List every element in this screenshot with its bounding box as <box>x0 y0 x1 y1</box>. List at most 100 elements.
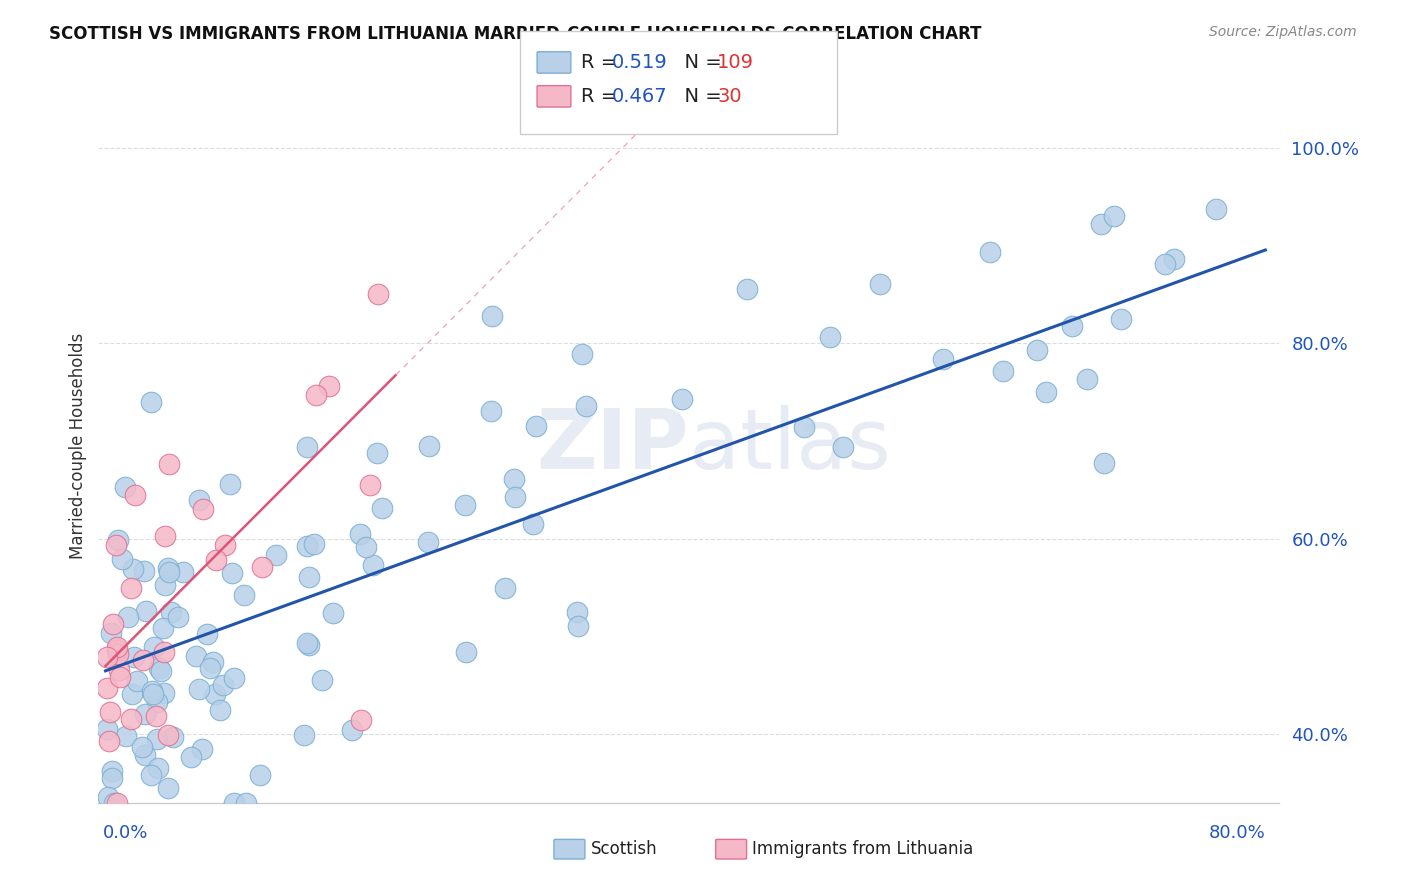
Point <box>157 565 180 579</box>
Point <box>1154 257 1177 271</box>
Point <box>418 439 440 453</box>
Point <box>134 748 156 763</box>
Point <box>567 605 589 619</box>
Point <box>1090 217 1112 231</box>
Y-axis label: Married-couple Households: Married-couple Households <box>69 333 87 559</box>
Point <box>298 638 321 652</box>
Point <box>107 663 129 677</box>
Text: R =: R = <box>581 53 623 72</box>
Text: N =: N = <box>672 53 728 72</box>
Point <box>567 618 589 632</box>
Point <box>356 540 378 554</box>
Point <box>135 604 157 618</box>
Point <box>153 645 176 659</box>
Text: Immigrants from Lithuania: Immigrants from Lithuania <box>752 840 973 858</box>
Point <box>100 705 122 719</box>
Point <box>494 581 516 595</box>
Point <box>979 245 1001 260</box>
Point <box>1109 311 1132 326</box>
Point <box>114 479 136 493</box>
Point <box>149 664 172 678</box>
Point <box>305 388 328 402</box>
Point <box>186 649 208 664</box>
Point <box>105 642 128 657</box>
Point <box>575 399 598 413</box>
Point <box>105 796 128 810</box>
Point <box>350 713 373 727</box>
Point <box>101 764 124 779</box>
Point <box>107 533 129 548</box>
Point <box>124 650 146 665</box>
Point <box>104 537 127 551</box>
Point <box>202 655 225 669</box>
Point <box>214 538 236 552</box>
Point <box>142 687 165 701</box>
Point <box>218 476 240 491</box>
Point <box>121 687 143 701</box>
Point <box>134 706 156 721</box>
Point <box>212 678 235 692</box>
Point <box>481 309 503 323</box>
Point <box>103 796 125 810</box>
Text: atlas: atlas <box>689 406 890 486</box>
Point <box>172 566 194 580</box>
Point <box>479 404 502 418</box>
Point <box>156 728 179 742</box>
Point <box>371 500 394 515</box>
Point <box>132 653 155 667</box>
Point <box>222 796 245 810</box>
Point <box>793 420 815 434</box>
Point <box>322 606 344 620</box>
Point <box>302 537 325 551</box>
Point <box>735 282 758 296</box>
Point <box>224 672 246 686</box>
Point <box>1094 456 1116 470</box>
Text: 80.0%: 80.0% <box>1209 824 1265 842</box>
Point <box>107 647 129 661</box>
Point <box>101 771 124 785</box>
Point <box>195 627 218 641</box>
Point <box>204 686 226 700</box>
Point <box>127 673 149 688</box>
Point <box>157 560 180 574</box>
Text: 0.0%: 0.0% <box>103 824 148 842</box>
Point <box>232 588 254 602</box>
Point <box>831 440 853 454</box>
Point <box>153 529 176 543</box>
Text: Source: ZipAtlas.com: Source: ZipAtlas.com <box>1209 25 1357 39</box>
Point <box>367 287 389 301</box>
Point <box>454 645 477 659</box>
Point <box>134 564 156 578</box>
Point <box>96 722 118 736</box>
Point <box>361 558 384 572</box>
Point <box>359 478 381 492</box>
Point <box>97 789 120 804</box>
Point <box>152 621 174 635</box>
Point <box>209 703 232 717</box>
Point <box>503 490 526 504</box>
Point <box>120 712 142 726</box>
Point <box>96 681 118 695</box>
Point <box>139 767 162 781</box>
Text: Scottish: Scottish <box>591 840 657 858</box>
Point <box>221 566 243 581</box>
Text: 0.519: 0.519 <box>612 53 668 72</box>
Point <box>931 352 953 367</box>
Point <box>292 728 315 742</box>
Point <box>1104 210 1126 224</box>
Point <box>349 527 371 541</box>
Point <box>145 695 167 709</box>
Point <box>148 661 170 675</box>
Point <box>1076 371 1098 385</box>
Point <box>120 581 142 595</box>
Point <box>100 626 122 640</box>
Point <box>143 640 166 655</box>
Point <box>103 616 125 631</box>
Point <box>249 768 271 782</box>
Point <box>166 610 188 624</box>
Point <box>141 683 163 698</box>
Point <box>162 731 184 745</box>
Point <box>297 636 319 650</box>
Point <box>146 761 169 775</box>
Point <box>145 732 167 747</box>
